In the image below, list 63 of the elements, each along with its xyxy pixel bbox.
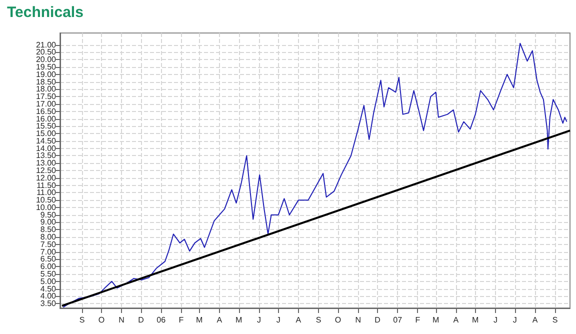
chart-title: Technicals [7, 4, 84, 21]
x-tick-label: M [432, 316, 440, 324]
x-tick-label: J [512, 316, 517, 324]
x-tick-label: S [316, 316, 322, 324]
y-tick-label: 17.00 [36, 99, 57, 108]
y-tick-label: 13.00 [36, 158, 57, 168]
y-tick-label: 11.50 [36, 180, 57, 190]
x-tick-label: J [493, 316, 498, 324]
y-tick-label: 5.50 [40, 269, 57, 278]
x-tick-label: A [296, 316, 302, 324]
y-tick-label: 8.50 [40, 225, 57, 234]
y-tick-label: 5.00 [40, 276, 57, 286]
y-tick-label: 7.00 [40, 247, 57, 256]
y-tick-label: 15.00 [36, 129, 57, 138]
y-tick-label: 16.50 [36, 106, 57, 116]
y-tick-label: 21.00 [36, 40, 57, 50]
y-tick-label: 10.50 [36, 196, 57, 205]
x-tick-label: M [196, 316, 203, 324]
x-tick-label: J [276, 316, 280, 324]
y-tick-label: 16.00 [36, 114, 57, 124]
y-tick-label: 18.50 [36, 77, 57, 86]
x-tick-label: N [355, 316, 362, 324]
x-tick-label: 07 [393, 316, 403, 324]
x-tick-label: O [334, 316, 342, 324]
y-tick-label: 15.50 [36, 122, 57, 131]
y-tick-label: 9.50 [40, 210, 57, 220]
x-tick-label: S [79, 316, 85, 324]
y-tick-label: 6.50 [40, 254, 57, 264]
y-tick-label: 17.50 [36, 92, 57, 102]
y-tick-label: 4.00 [40, 292, 57, 301]
y-tick-label: 20.00 [36, 55, 57, 64]
x-tick-label: A [216, 316, 223, 324]
x-tick-label: F [178, 316, 184, 324]
x-tick-label: 06 [156, 316, 166, 324]
x-tick-label: F [415, 316, 420, 324]
y-tick-label: 7.50 [40, 240, 57, 249]
y-tick-label: 11.00 [36, 188, 57, 198]
y-tick-label: 4.50 [40, 284, 57, 294]
y-tick-label: 19.50 [36, 62, 57, 72]
y-tick-label: 13.50 [36, 151, 57, 160]
x-tick-label: J [256, 316, 261, 324]
y-tick-label: 8.00 [40, 232, 57, 242]
x-tick-label: A [453, 316, 460, 324]
x-tick-label: D [138, 316, 144, 324]
line-series [62, 42, 568, 308]
x-tick-label: M [472, 316, 480, 324]
x-tick-label: O [98, 316, 105, 324]
x-tick-label: A [532, 316, 538, 324]
y-tick-label: 6.00 [40, 262, 57, 272]
x-tick-label: S [552, 316, 558, 324]
y-tick-label: 10.00 [36, 202, 57, 212]
x-tick-label: N [118, 316, 125, 324]
y-tick-label: 3.50 [40, 299, 57, 308]
x-tick-label: D [374, 316, 381, 324]
y-tick-label: 20.50 [36, 48, 57, 57]
y-tick-label: 14.00 [36, 144, 57, 153]
y-tick-label: 19.00 [36, 70, 57, 79]
y-tick-label: 12.00 [36, 173, 57, 182]
x-tick-label: M [236, 316, 243, 324]
y-tick-label: 14.50 [36, 136, 57, 146]
y-tick-label: 12.50 [36, 166, 57, 175]
y-tick-label: 9.00 [40, 218, 57, 227]
y-tick-label: 18.00 [36, 84, 57, 94]
